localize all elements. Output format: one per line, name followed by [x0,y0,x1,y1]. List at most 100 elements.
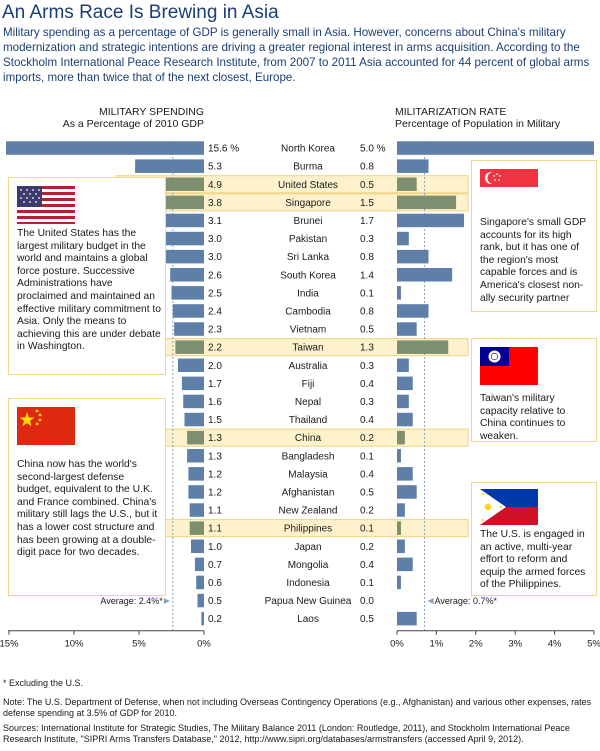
spending-value-label: 1.6 [208,397,222,408]
spending-bar [184,412,204,427]
militarization-tick-label: 0% [390,639,404,650]
country-label: Thailand [289,415,327,426]
militarization-value-label: 0.8 [360,252,374,263]
china-flag-icon [17,407,75,445]
sources: Sources: International Institute for Str… [3,723,570,744]
militarization-bar [397,521,401,535]
us-callout-text: The United States has the largest milita… [17,228,162,353]
country-label: Afghanistan [282,487,335,498]
militarization-bar [397,449,401,463]
highlight-band [115,428,469,447]
spending-average-label: Average: 2.4%* [100,596,163,606]
country-label: Papua New Guinea [265,596,352,607]
spending-header-title: MILITARY SPENDING [98,106,204,118]
country-label: Vietnam [290,325,327,336]
singapore-flag-icon [480,169,538,205]
militarization-value-label: 0.1 [360,451,374,462]
spending-bar [197,593,204,608]
spending-value-label: 0.7 [208,560,222,571]
militarization-value-label: 0.3 [360,361,374,372]
spending-value-label: 3.8 [208,198,222,209]
page-title: An Arms Race Is Brewing in Asia [2,2,279,23]
militarization-header-title: MILITARIZATION RATE [395,106,507,118]
spending-bar [188,467,204,481]
country-label: Malaysia [288,469,328,480]
militarization-value-label: 0.8 [360,162,374,173]
spending-bar [188,485,204,499]
spending-bar [191,539,204,553]
spending-bar [170,268,204,282]
militarization-value-label: 0.2 [360,542,374,553]
spending-bar [183,394,204,409]
militarization-bar [397,430,405,445]
militarization-bar [397,340,449,354]
spending-average-arrow [163,598,170,605]
spending-value-label: 1.3 [208,433,222,444]
spending-bar [135,159,204,173]
spending-bar [6,141,204,155]
country-label: Fiji [302,379,315,390]
spending-value-label: 1.1 [208,506,222,517]
militarization-bar [397,575,401,590]
spending-value-label: 15.6 % [208,144,239,155]
spending-value-label: 1.2 [208,487,222,498]
spending-bar [171,286,204,300]
militarization-value-label: 0.4 [360,469,374,480]
philippines-callout: The U.S. is engaged in an active, multi-… [471,482,597,596]
country-label: Sri Lanka [287,252,330,263]
militarization-bar [397,286,401,300]
spending-bar [165,231,204,246]
militarization-value-label: 0.1 [360,578,374,589]
spending-value-label: 0.6 [208,578,222,589]
militarization-average-arrow [427,598,434,605]
militarization-value-label: 0.3 [360,397,374,408]
spending-value-label: 0.5 [208,596,222,607]
spending-header-subtitle: As a Percentage of 2010 GDP [62,118,204,130]
spending-bar [189,503,204,517]
militarization-value-label: 0.5 [360,614,374,625]
militarization-bar [397,141,594,155]
country-label: South Korea [280,270,336,281]
spending-value-label: 1.2 [208,469,222,480]
singapore-callout-text: Singapore's small GDP accounts for its h… [480,217,586,304]
militarization-bar [397,213,464,228]
militarization-tick-label: 4% [548,639,562,650]
spending-bar [189,521,204,535]
militarization-bar [397,249,429,264]
spending-value-label: 2.4 [208,306,222,317]
singapore-callout: Singapore's small GDP accounts for its h… [471,160,597,312]
spending-bar [172,304,204,318]
militarization-value-label: 0.4 [360,379,374,390]
spending-value-label: 0.2 [208,614,222,625]
militarization-bar [397,539,405,553]
militarization-tick-label: 1% [430,639,444,650]
spending-tick-label: 15% [0,639,19,650]
us-callout: The United States has the largest milita… [8,177,166,375]
spending-value-label: 1.7 [208,379,222,390]
militarization-bar [397,304,429,318]
spending-value-label: 1.3 [208,451,222,462]
spending-value-label: 5.3 [208,162,222,173]
militarization-bar [397,358,409,372]
militarization-value-label: 0.3 [360,234,374,245]
spending-value-label: 3.1 [208,216,222,227]
country-label: Cambodia [285,306,331,317]
militarization-value-label: 0.5 [360,180,374,191]
spending-value-label: 4.9 [208,180,222,191]
spending-value-label: 2.5 [208,288,222,299]
militarization-value-label: 5.0 % [360,144,386,155]
militarization-average-label: Average: 0.7%* [435,596,498,606]
philippines-callout-text: The U.S. is engaged in an active, multi-… [480,529,586,591]
country-label: Singapore [285,198,331,209]
militarization-bar [397,485,417,499]
country-label: China [295,433,322,444]
militarization-header: MILITARIZATION RATE Percentage of Popula… [395,106,595,130]
spending-header: MILITARY SPENDING As a Percentage of 201… [0,106,204,130]
country-label: Burma [293,162,323,173]
country-label: India [297,288,319,299]
militarization-value-label: 1.3 [360,343,374,354]
militarization-bar [397,195,457,210]
country-label: North Korea [281,144,335,155]
militarization-value-label: 1.7 [360,216,374,227]
militarization-value-label: 0.1 [360,524,374,535]
